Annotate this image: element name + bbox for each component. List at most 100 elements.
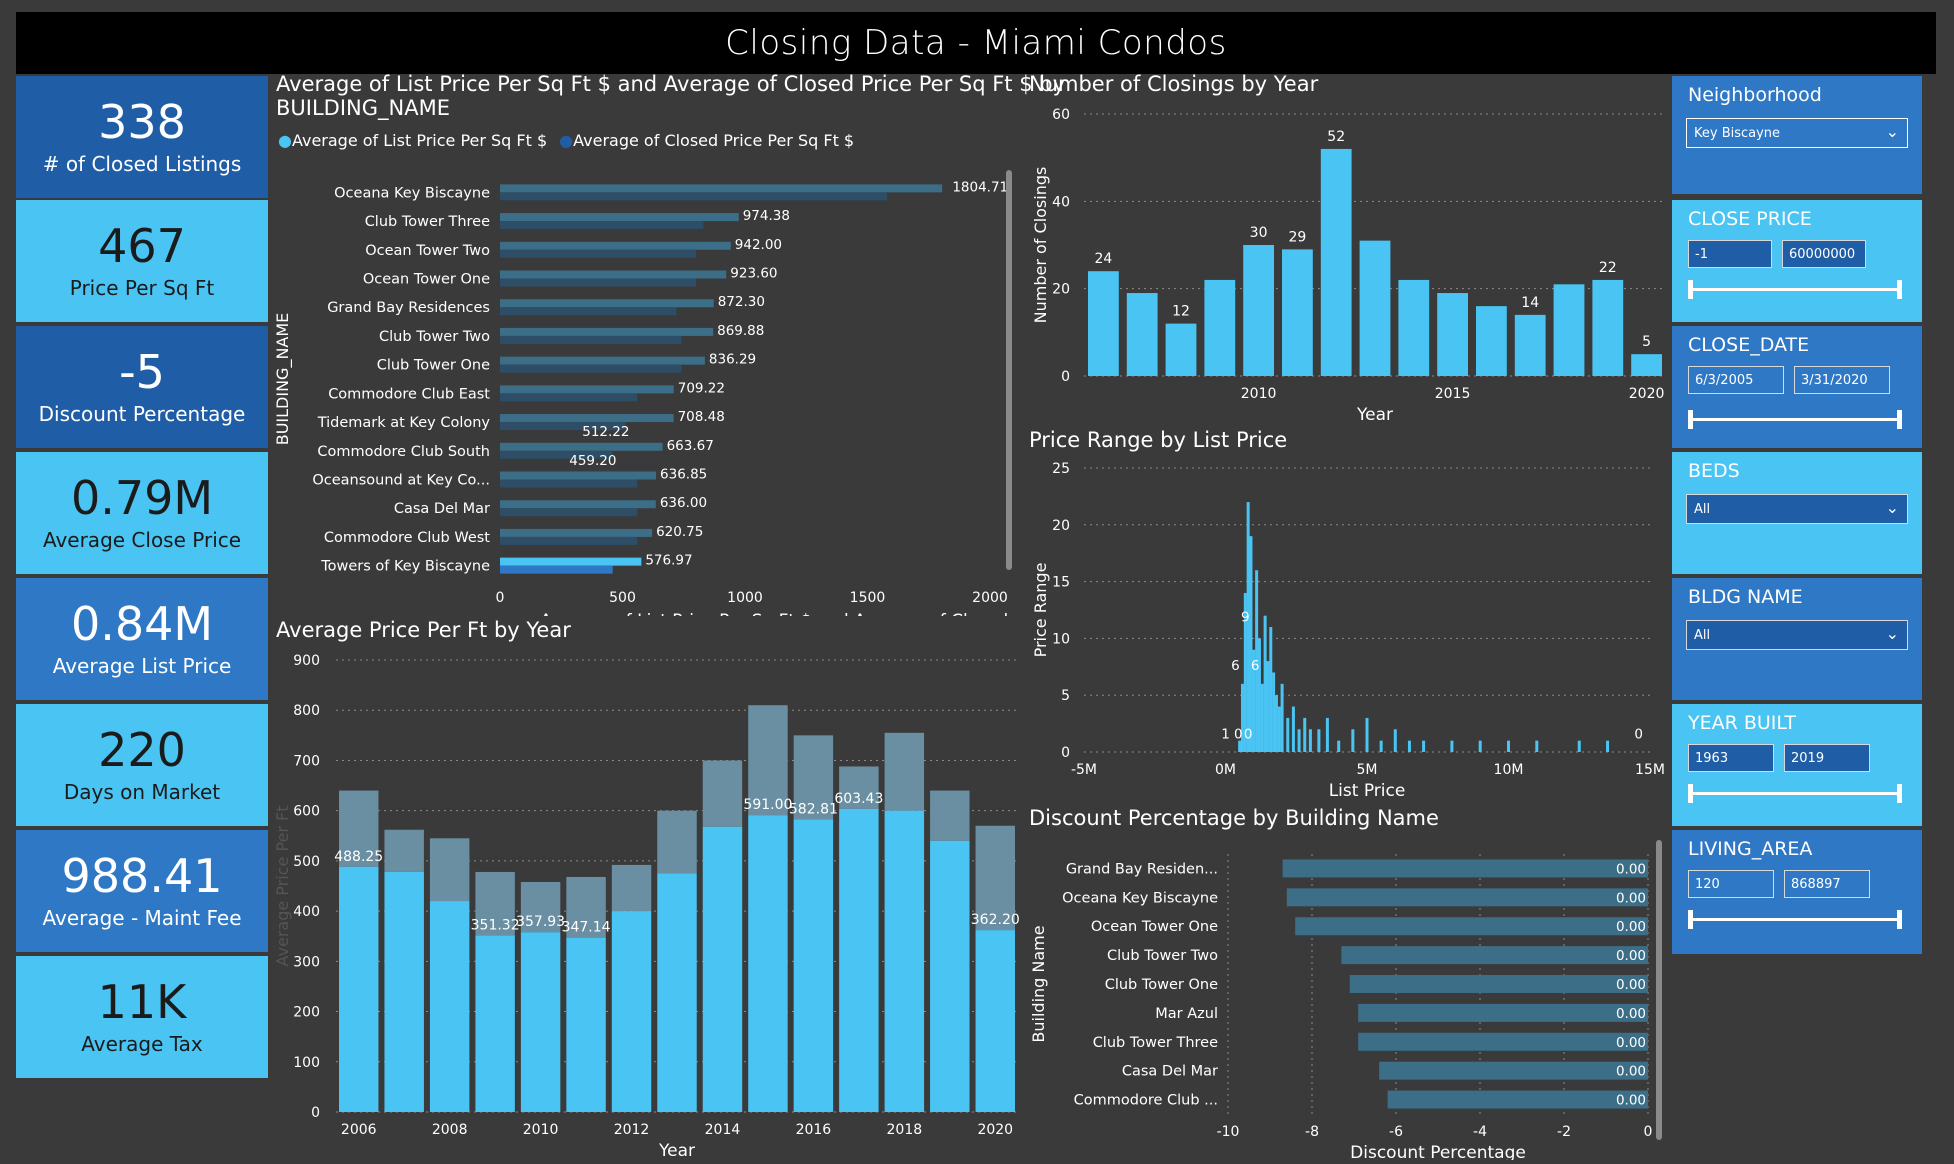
- kpi-discount-percentage[interactable]: -5 Discount Percentage: [16, 326, 268, 448]
- bar-list-price: [500, 327, 714, 336]
- close-price-slider[interactable]: [1688, 280, 1902, 299]
- category-label: Towers of Key Biscayne: [320, 559, 490, 575]
- category-label: Tidemark at Key Colony: [317, 415, 491, 431]
- data-label: 942.00: [735, 237, 782, 253]
- bar-closed-price: [500, 192, 888, 201]
- bar-list-price: [500, 471, 657, 480]
- x-axis-label: Year: [658, 1141, 695, 1160]
- y-tick-label: 25: [1052, 461, 1070, 477]
- category-label: Club Tower Three: [1093, 1035, 1218, 1051]
- kpi-average-maint-fee[interactable]: 988.41 Average - Maint Fee: [16, 830, 268, 952]
- bar-closed-price: [500, 335, 682, 344]
- kpi-value: 220: [98, 722, 186, 777]
- kpi-label: Average List Price: [52, 654, 232, 679]
- slider-handle-min[interactable]: [1688, 910, 1693, 929]
- bldg-name-dropdown[interactable]: All ⌄: [1686, 620, 1908, 650]
- slider-handle-max[interactable]: [1897, 910, 1902, 929]
- x-tick-label: 2014: [705, 1122, 741, 1138]
- x-tick-label: 2010: [523, 1122, 559, 1138]
- y-axis-label: BUILDING_NAME: [273, 313, 293, 446]
- y-tick-label: 600: [293, 804, 320, 820]
- bar-list-price: [500, 213, 739, 222]
- data-label: 708.48: [678, 409, 725, 425]
- slider-handle-max[interactable]: [1897, 410, 1902, 429]
- neighborhood-dropdown[interactable]: Key Biscayne ⌄: [1686, 118, 1908, 148]
- scrollbar: [1656, 840, 1662, 1140]
- kpi-closed-listings[interactable]: 338 # of Closed Listings: [16, 76, 268, 198]
- x-tick-label: 2008: [432, 1122, 468, 1138]
- beds-dropdown[interactable]: All ⌄: [1686, 494, 1908, 524]
- close-price-min-input[interactable]: -1: [1688, 240, 1772, 268]
- slider-handle-max[interactable]: [1897, 784, 1902, 803]
- slider-handle-max[interactable]: [1897, 280, 1902, 299]
- kpi-average-tax[interactable]: 11K Average Tax: [16, 956, 268, 1078]
- x-axis-label: Discount Percentage: [1350, 1143, 1526, 1160]
- bar-base: [657, 873, 697, 1112]
- bar-base: [339, 866, 379, 1112]
- bar: [1476, 306, 1507, 376]
- bar: [1351, 729, 1355, 752]
- bar-closed-price: [500, 393, 638, 402]
- bar-base: [702, 826, 743, 1112]
- legend-item-list[interactable]: ●Average of List Price Per Sq Ft $: [278, 131, 547, 150]
- close-date-start-input[interactable]: 6/3/2005: [1688, 366, 1784, 394]
- year-built-min-input[interactable]: 1963: [1688, 744, 1774, 772]
- bar-closed-price: [500, 307, 677, 316]
- y-tick-label: 0: [311, 1105, 320, 1121]
- bar: [1577, 740, 1581, 752]
- kpi-average-list-price[interactable]: 0.84M Average List Price: [16, 578, 268, 700]
- x-tick-label: 1000: [727, 590, 763, 606]
- bar: [1592, 279, 1624, 376]
- bar: [1387, 1090, 1648, 1109]
- x-tick-label: -6: [1389, 1124, 1403, 1140]
- data-label: 620.75: [656, 524, 703, 540]
- bar: [1269, 627, 1273, 752]
- kpi-value: 988.41: [61, 848, 223, 903]
- x-axis-label: List Price: [1329, 781, 1406, 801]
- x-tick-label: 2012: [614, 1122, 650, 1138]
- kpi-label: Price Per Sq Ft: [69, 276, 215, 301]
- data-label: 6: [1231, 658, 1240, 674]
- kpi-average-close-price[interactable]: 0.79M Average Close Price: [16, 452, 268, 574]
- close-date-end-input[interactable]: 3/31/2020: [1794, 366, 1890, 394]
- kpi-days-on-market[interactable]: 220 Days on Market: [16, 704, 268, 826]
- data-label: 52: [1327, 129, 1345, 145]
- y-tick-label: 5: [1061, 688, 1070, 704]
- data-label: 0.00: [1616, 861, 1646, 877]
- close-date-slider[interactable]: [1688, 410, 1902, 429]
- bar-closed-price: [500, 422, 626, 431]
- bar-list-price: [500, 184, 943, 193]
- bar: [1450, 740, 1454, 752]
- year-built-max-input[interactable]: 2019: [1784, 744, 1870, 772]
- bar: [1204, 279, 1236, 376]
- bar-upper: [793, 735, 834, 820]
- dropdown-value: All: [1694, 501, 1711, 517]
- bar: [1240, 683, 1244, 752]
- living-area-slider[interactable]: [1688, 910, 1902, 929]
- data-label: 9: [1241, 609, 1250, 625]
- close-price-max-input[interactable]: 60000000: [1782, 240, 1866, 268]
- legend-label: Average of Closed Price Per Sq Ft $: [573, 131, 855, 150]
- slider-handle-min[interactable]: [1688, 784, 1693, 803]
- legend-item-closed[interactable]: ●Average of Closed Price Per Sq Ft $: [559, 131, 854, 150]
- bar: [1535, 740, 1539, 752]
- bar: [1282, 859, 1648, 878]
- data-label: 591.00: [743, 797, 792, 813]
- category-label: Commodore Club West: [324, 530, 490, 546]
- slider-handle-min[interactable]: [1688, 280, 1693, 299]
- bar-base: [748, 815, 788, 1112]
- chart-title-avg-price: Average Price Per Ft by Year: [276, 618, 571, 642]
- slicer-title: YEAR BUILT: [1688, 712, 1796, 734]
- chart-closings-by-year: 0 20 40 60 24 12 30 29 52 14 22 5 2010 2015 2020 Year Nu…: [1031, 107, 1666, 425]
- year-built-slider[interactable]: [1688, 784, 1902, 803]
- slider-handle-min[interactable]: [1688, 410, 1693, 429]
- y-tick-label: 60: [1052, 107, 1070, 123]
- living-area-min-input[interactable]: 120: [1688, 870, 1774, 898]
- x-tick-label: -4: [1473, 1124, 1487, 1140]
- data-label: 22: [1599, 260, 1617, 276]
- legend: ●Average of List Price Per Sq Ft $ ●Aver…: [278, 131, 854, 150]
- kpi-price-per-sqft[interactable]: 467 Price Per Sq Ft: [16, 200, 268, 322]
- living-area-max-input[interactable]: 868897: [1784, 870, 1870, 898]
- data-label: 636.85: [660, 467, 707, 483]
- bar-upper: [475, 871, 515, 936]
